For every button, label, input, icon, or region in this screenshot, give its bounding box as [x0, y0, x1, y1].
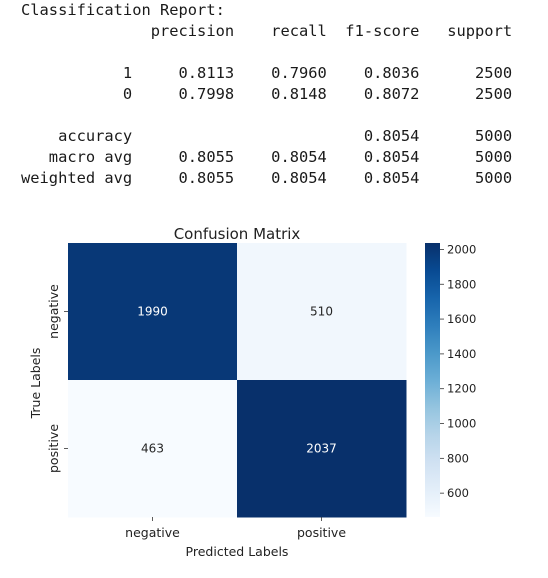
heatmap-cell-label: 1990	[137, 305, 168, 319]
heatmap-cell	[68, 243, 238, 381]
heatmap-cell-label: 510	[310, 305, 333, 319]
report-line: weighted avg 0.8055 0.8054 0.8054 5000	[21, 169, 513, 187]
report-line: 1 0.8113 0.7960 0.8036 2500	[21, 64, 513, 82]
colorbar-tick-label: 1000	[447, 417, 476, 431]
heatmap-cells: 1990 510 463 2037	[68, 243, 407, 518]
colorbar-gradient	[425, 243, 440, 517]
chart-title: Confusion Matrix	[174, 225, 301, 243]
heatmap-cell-label: 463	[141, 442, 164, 456]
colorbar: 600 800 1000 1200 1400 1600 1800 2000	[425, 242, 476, 517]
colorbar-tick-label: 1800	[447, 277, 476, 291]
confusion-matrix-chart: Confusion Matrix 1990 510 463 2037 negative…	[28, 225, 476, 559]
heatmap-cell-label: 2037	[306, 442, 337, 456]
colorbar-tick-label: 2000	[447, 242, 476, 256]
report-line: Classification Report:	[21, 1, 225, 19]
colorbar-tick-label: 800	[447, 451, 469, 465]
report-line: precision recall f1-score support	[21, 22, 513, 40]
report-line	[21, 42, 512, 63]
y-tick-label: negative	[46, 284, 61, 339]
y-axis-label: True Labels	[28, 348, 43, 420]
colorbar-tick-label: 1400	[447, 347, 476, 361]
report-line: macro avg 0.8055 0.8054 0.8054 5000	[21, 148, 513, 166]
x-tick-label: positive	[297, 525, 346, 540]
report-line	[21, 105, 512, 126]
heatmap-cell	[237, 380, 407, 518]
report-line: accuracy 0.8054 5000	[21, 127, 513, 145]
heatmap-cell	[237, 243, 407, 381]
heatmap-cell	[68, 380, 238, 518]
x-axis-label: Predicted Labels	[186, 544, 289, 559]
y-axis: negative positive	[46, 284, 68, 473]
colorbar-tick-label: 1600	[447, 312, 476, 326]
report-line: 0 0.7998 0.8148 0.8072 2500	[21, 85, 513, 103]
colorbar-tick-label: 1200	[447, 382, 476, 396]
colorbar-tick-label: 600	[447, 486, 469, 500]
y-tick-label: positive	[46, 424, 61, 473]
classification-report: Classification Report: precision recall …	[21, 0, 512, 189]
x-tick-label: negative	[125, 525, 180, 540]
x-axis: negative positive	[125, 517, 346, 540]
